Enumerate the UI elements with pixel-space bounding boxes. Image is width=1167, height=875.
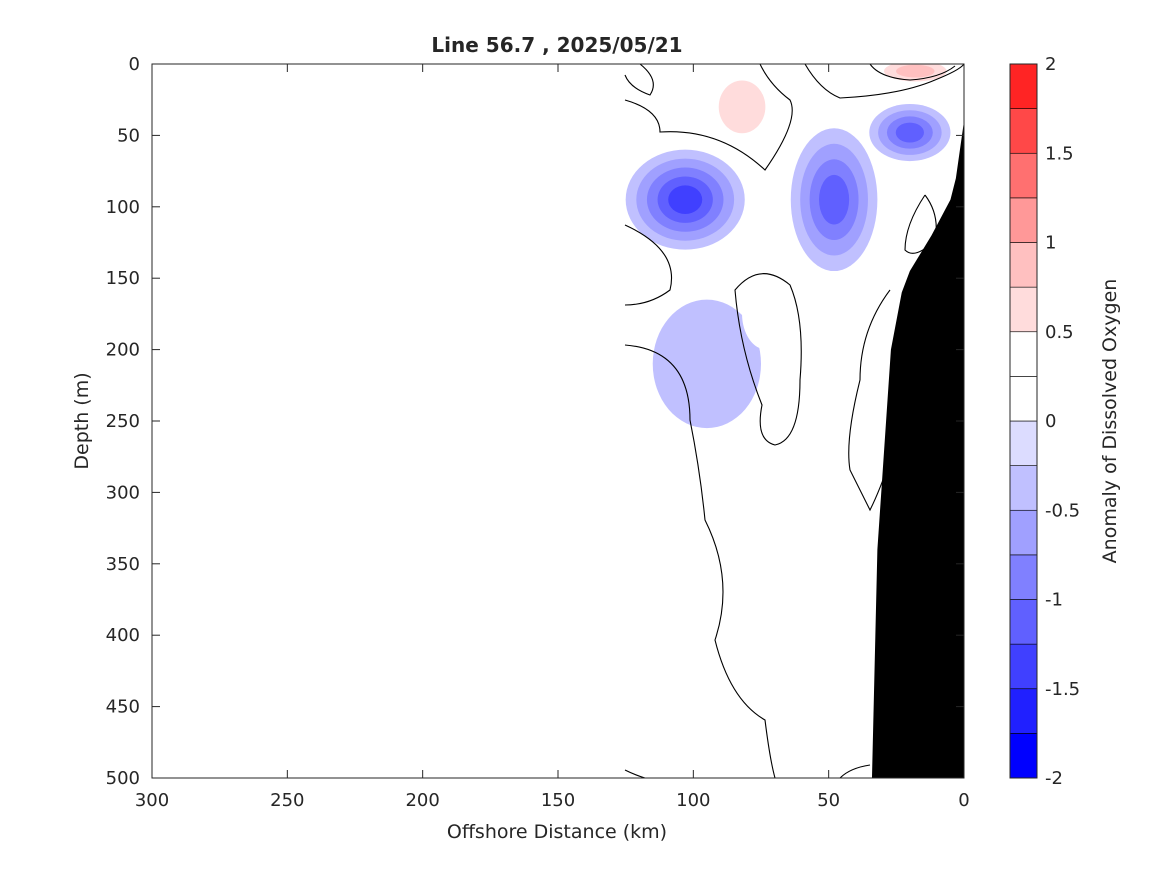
zero-contour-line	[848, 289, 891, 512]
x-tick-label: 150	[541, 790, 575, 811]
colorbar-swatch	[1009, 465, 1038, 511]
colorbar-tick-label: -1.5	[1045, 679, 1080, 700]
colorbar-swatch	[1009, 688, 1038, 734]
positive-anomaly-feature	[620, 106, 642, 136]
colorbar-label: Anomaly of Dissolved Oxygen	[1099, 279, 1121, 564]
colorbar-swatch	[1009, 242, 1038, 288]
x-tick-label: 300	[135, 790, 169, 811]
y-tick-label: 0	[129, 54, 140, 75]
x-tick-label: 100	[676, 790, 710, 811]
negative-anomaly-feature	[625, 149, 745, 250]
colorbar-swatch	[1009, 197, 1038, 243]
colorbar-swatch	[1009, 420, 1038, 466]
positive-anomaly-feature	[614, 378, 669, 521]
colorbar-swatches	[1009, 63, 1038, 779]
colorbar-swatch	[1009, 63, 1038, 109]
positive-anomaly-feature	[625, 246, 653, 310]
colorbar-swatch	[1009, 376, 1038, 422]
y-tick-label: 300	[106, 482, 140, 503]
colorbar-tick-label: 1	[1045, 233, 1056, 254]
colorbar-tick-label: 0	[1045, 411, 1056, 432]
plot-area	[151, 63, 965, 779]
colorbar: -2 -1.5 -1 -0.5 0 0.5 1 1.5 2 Anomaly of Dissolv…	[1009, 54, 1121, 789]
negative-anomaly-feature	[790, 128, 878, 272]
y-tick-label: 50	[117, 125, 140, 146]
y-axis-label: Depth (m)	[71, 372, 93, 469]
colorbar-swatch	[1009, 733, 1038, 779]
y-axis: 0 50 100 150 200 250 300 350 400 450 500	[106, 54, 964, 789]
positive-anomaly-feature	[614, 549, 680, 650]
x-tick-label: 250	[270, 790, 304, 811]
colorbar-ticks: -2 -1.5 -1 -0.5 0 0.5 1 1.5 2	[1045, 54, 1080, 789]
x-tick-label: 0	[958, 790, 969, 811]
negative-anomaly-feature	[869, 103, 951, 162]
contour-band	[652, 299, 761, 429]
y-tick-label: 400	[106, 625, 140, 646]
positive-anomaly-feature	[704, 64, 780, 150]
zero-contour-line	[734, 273, 802, 446]
zero-contour-line	[624, 769, 646, 778]
colorbar-swatch	[1009, 108, 1038, 154]
y-tick-label: 450	[106, 697, 140, 718]
contour-band	[614, 378, 669, 521]
contour-band	[625, 246, 653, 310]
contour-band	[668, 185, 703, 214]
contour-band	[614, 549, 680, 650]
zero-contour-line	[904, 194, 937, 254]
contour-band	[718, 80, 766, 134]
y-tick-label: 200	[106, 340, 140, 361]
seafloor-bathymetry	[871, 121, 964, 779]
zero-contour-line	[624, 64, 654, 96]
positive-anomaly-feature	[742, 278, 791, 350]
colorbar-swatch	[1009, 286, 1038, 333]
colorbar-tick-label: 1.5	[1045, 143, 1074, 164]
y-tick-label: 500	[106, 768, 140, 789]
colorbar-swatch	[1009, 331, 1038, 377]
negative-anomaly-feature	[652, 299, 761, 429]
x-tick-label: 200	[405, 790, 439, 811]
contour-band	[896, 64, 935, 78]
colorbar-swatch	[1009, 643, 1038, 690]
colorbar-tick-label: 2	[1045, 54, 1056, 75]
zero-contour-line	[624, 344, 776, 778]
y-tick-label: 100	[106, 197, 140, 218]
colorbar-swatch	[1009, 509, 1038, 556]
zero-contour-line	[624, 64, 793, 171]
y-tick-label: 250	[106, 411, 140, 432]
colorbar-swatch	[1009, 554, 1038, 600]
zero-contour-lines	[624, 64, 964, 778]
chart-title: Line 56.7 , 2025/05/21	[431, 33, 682, 57]
y-tick-label: 150	[106, 268, 140, 289]
colorbar-tick-label: 0.5	[1045, 322, 1074, 343]
zero-contour-line	[839, 764, 871, 778]
x-axis-label: Offshore Distance (km)	[447, 821, 667, 843]
contour-band	[895, 122, 924, 143]
zero-contour-line	[624, 224, 672, 306]
colorbar-swatch	[1009, 152, 1038, 199]
colorbar-tick-label: -0.5	[1045, 500, 1080, 521]
zero-contour-line	[804, 64, 964, 99]
contour-band	[819, 174, 850, 225]
colorbar-tick-label: -2	[1045, 768, 1063, 789]
x-axis: 300 250 200 150 100 50 0	[135, 64, 970, 811]
contour-band	[620, 106, 642, 136]
x-tick-label: 50	[817, 790, 840, 811]
colorbar-swatch	[1009, 599, 1038, 645]
colorbar-tick-label: -1	[1045, 590, 1063, 611]
contour-band	[742, 278, 791, 350]
zero-contour-line	[869, 64, 956, 81]
y-tick-label: 350	[106, 554, 140, 575]
